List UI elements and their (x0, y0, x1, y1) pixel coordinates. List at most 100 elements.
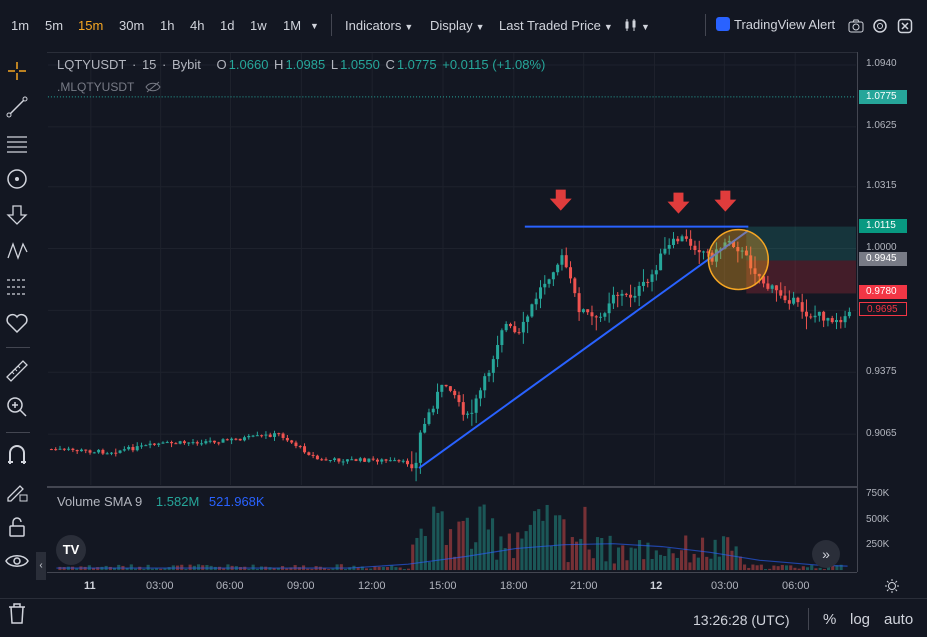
candle-body (144, 445, 148, 447)
candle-body (337, 458, 341, 462)
crosshair-icon[interactable] (4, 58, 30, 84)
time-label: 03:00 (146, 580, 174, 592)
ascending-trendline[interactable] (418, 229, 749, 469)
candlestick-chart[interactable] (47, 52, 857, 485)
chart-type-button[interactable]: ▼ (624, 18, 650, 33)
log-scale-toggle[interactable]: log (850, 611, 871, 628)
fullscreen-icon[interactable] (897, 18, 913, 34)
candle-body (268, 434, 272, 437)
arrow-down-icon[interactable] (4, 202, 30, 228)
lock-icon[interactable] (4, 514, 30, 540)
ruler-icon[interactable] (4, 358, 30, 384)
volume-bar (545, 504, 549, 571)
volume-bar (759, 564, 763, 571)
timeframe-4h[interactable]: 4h (190, 18, 205, 33)
highlight-circle[interactable] (707, 228, 770, 291)
volume-bar (629, 547, 633, 571)
timeframe-dropdown-icon[interactable]: ▼ (310, 21, 319, 31)
toolbar-divider (331, 14, 332, 36)
candle-body (753, 268, 757, 274)
symbol-name[interactable]: LQTYUSDT (57, 57, 127, 72)
timeframe-5m[interactable]: 5m (45, 18, 64, 33)
settings-sun-icon[interactable] (884, 578, 900, 594)
tradingview-logo[interactable]: TV (56, 535, 86, 565)
volume-bar (490, 518, 495, 571)
volume-bar (747, 567, 751, 571)
candle-body (732, 240, 736, 248)
volume-axis-label: 750K (866, 488, 890, 499)
volume-bar (608, 535, 612, 571)
volume-bar (385, 567, 390, 571)
timeframe-1w[interactable]: 1w (250, 18, 267, 33)
timeframe-1d[interactable]: 1d (220, 18, 235, 33)
horizontal-lines-icon[interactable] (4, 130, 30, 156)
candle-body (603, 313, 607, 317)
candle-body (504, 323, 508, 331)
volume-bar (604, 561, 608, 571)
circle-tool-icon[interactable] (4, 166, 30, 192)
candle-body (298, 446, 302, 448)
candle-body (680, 236, 684, 242)
fib-icon[interactable] (4, 274, 30, 300)
timeframe-1h[interactable]: 1h (160, 18, 175, 33)
tradingview-alert-button[interactable]: TradingView Alert (716, 17, 835, 32)
heart-icon[interactable] (4, 310, 30, 336)
scroll-to-realtime-button[interactable]: » (812, 540, 840, 568)
volume-bar (222, 568, 226, 571)
zoom-in-icon[interactable] (4, 394, 30, 420)
candle-body (410, 464, 414, 469)
candle-body (212, 440, 216, 443)
arrow-down-icon (714, 190, 737, 212)
camera-icon[interactable] (848, 18, 864, 34)
candle-body (401, 460, 405, 462)
volume-bar (482, 504, 486, 571)
percent-scale-toggle[interactable]: % (823, 611, 837, 628)
time-axis[interactable]: 11 03:00 06:00 09:00 12:00 15:00 18:00 2… (47, 572, 857, 598)
collapse-toolbar-button[interactable]: ‹ (36, 552, 46, 580)
candle-body (676, 238, 680, 242)
candle-body (478, 390, 482, 399)
volume-bar (507, 533, 511, 571)
candle-body (285, 437, 289, 441)
pattern-icon[interactable] (4, 238, 30, 264)
timeframe-1M[interactable]: 1M (283, 18, 302, 33)
volume-bar (616, 547, 621, 571)
trash-icon[interactable] (4, 600, 30, 626)
candle-body (49, 449, 53, 451)
timeframe-15m[interactable]: 15m (78, 18, 104, 33)
candle-body (187, 442, 191, 444)
volume-bar (184, 568, 188, 571)
gear-icon[interactable] (872, 18, 888, 34)
time-label: 06:00 (216, 580, 244, 592)
volume-bar (574, 541, 579, 571)
volume-bar (755, 565, 759, 571)
volume-bar (709, 558, 713, 571)
candle-body (264, 434, 268, 436)
volume-pane[interactable] (47, 486, 857, 572)
volume-bar (583, 506, 587, 571)
volume-bar (398, 567, 402, 571)
volume-bar (91, 567, 96, 571)
timeframe-1m[interactable]: 1m (11, 18, 30, 33)
volume-bar (793, 567, 797, 571)
volume-bar (805, 567, 810, 571)
timeframe-30m[interactable]: 30m (119, 18, 145, 33)
take-profit-zone[interactable] (746, 226, 857, 261)
eye-icon[interactable] (4, 548, 30, 574)
magnet-icon[interactable] (4, 442, 30, 468)
candle-body (109, 452, 113, 454)
close-key: C (385, 57, 395, 72)
pencil-lock-icon[interactable] (4, 478, 30, 504)
indicators-button[interactable]: Indicators ▼ (345, 18, 413, 33)
eye-hidden-icon[interactable] (145, 81, 162, 93)
toolbar-divider (808, 608, 809, 630)
volume-title[interactable]: Volume SMA 9 (57, 494, 143, 509)
price-axis[interactable]: 1.0940 1.0625 1.0315 1.0000 0.9375 0.906… (857, 52, 927, 593)
trend-line-icon[interactable] (4, 94, 30, 120)
volume-bar (654, 550, 658, 571)
utc-clock[interactable]: 13:26:28 (UTC) (693, 612, 790, 628)
price-type-button[interactable]: Last Traded Price ▼ (499, 18, 613, 33)
candle-body (195, 442, 199, 444)
display-button[interactable]: Display ▼ (430, 18, 485, 33)
auto-scale-toggle[interactable]: auto (884, 611, 914, 628)
